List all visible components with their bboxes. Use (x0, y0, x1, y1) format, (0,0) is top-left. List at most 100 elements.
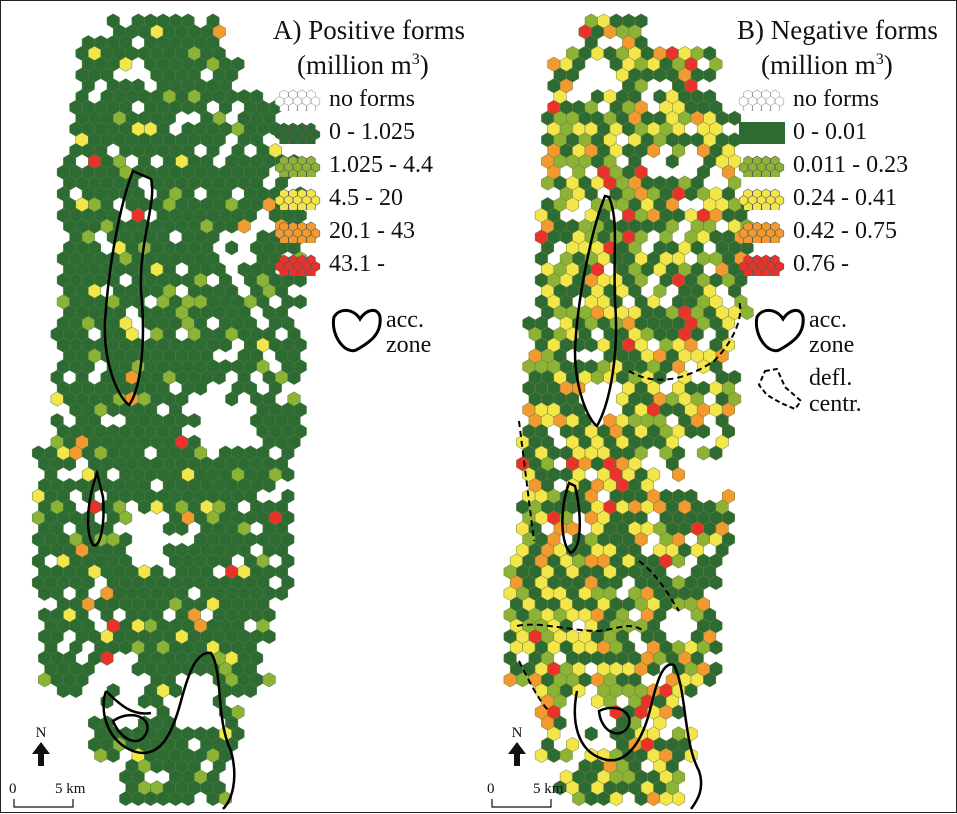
scale-bar: 0 5 km (9, 781, 99, 811)
panel-letter: A) (273, 15, 302, 45)
legend-label: 0 - 1.025 (329, 119, 415, 145)
legend-rows: no forms 0 - 1.025 1.025 - 4.4 4.5 - 20 20.1… (273, 80, 473, 280)
hex-cell-class-5 (100, 650, 114, 666)
panel-positive-forms: A) Positive forms (million m3) no forms 0… (1, 1, 479, 814)
scale-line (13, 799, 74, 808)
unit-text: (million m (297, 50, 412, 80)
acc-zone-label-2: zone (809, 332, 855, 358)
legend-item: 0.42 - 0.75 (737, 216, 897, 246)
legend-label: 0.011 - 0.23 (793, 152, 909, 178)
legend-label: 0 - 0.01 (793, 119, 867, 145)
hex-cell-class-1 (281, 467, 295, 483)
deflation-centre-outline (518, 660, 550, 712)
hex-cell-class-1 (225, 391, 239, 407)
unit-text: (million m (761, 50, 876, 80)
hex-cell-class-1 (584, 726, 598, 742)
acc-zone-outline (573, 663, 703, 810)
legend-swatch (274, 221, 321, 243)
hex-cell-class-1 (175, 521, 189, 537)
legend-swatch (274, 254, 321, 276)
legend-swatch (274, 122, 321, 144)
legend-label: 0.76 - (793, 251, 849, 277)
unit-sup: 3 (875, 51, 884, 68)
hex-cell-class-1 (293, 272, 307, 288)
legend-swatch (738, 89, 785, 111)
scale-distance: 5 km (533, 781, 564, 797)
map-positive-forms (31, 13, 307, 810)
scale-distance: 5 km (55, 781, 86, 797)
legend-swatch (738, 188, 785, 210)
north-arrow-icon (32, 742, 50, 766)
acc-zone-label-1: acc. (809, 307, 847, 333)
hex-cell-class-1 (709, 639, 723, 655)
hex-cell-class-1 (187, 413, 201, 429)
legend-label: 0.24 - 0.41 (793, 185, 897, 211)
legend-title-text: Positive forms (308, 15, 466, 45)
legend-item: 0.24 - 0.41 (737, 183, 897, 213)
hex-cell-class-2 (262, 672, 276, 688)
hex-cell-class-1 (647, 661, 661, 677)
hex-cell-class-1 (169, 683, 183, 699)
north-label: N (511, 725, 523, 741)
hex-cell-class-3 (566, 197, 580, 213)
hex-cell-class-2 (559, 747, 573, 763)
hex-cell-class-2 (696, 445, 710, 461)
legend-swatch (274, 155, 321, 177)
legend-swatch (274, 188, 321, 210)
legend-label: 1.025 - 4.4 (329, 152, 433, 178)
hex-cell-class-1 (69, 683, 83, 699)
hex-cell-class-2 (672, 553, 686, 569)
acc-zone-label-2: zone (386, 332, 432, 358)
legend-swatch (739, 122, 785, 144)
hex-cell-class-1 (709, 575, 723, 591)
legend-unit: (million m3) (737, 45, 955, 80)
hex-cell-class-1 (703, 672, 717, 688)
legend-item: no forms (273, 84, 415, 114)
scale-line (491, 799, 552, 808)
legend-positive-forms: A) Positive forms (million m3) no forms 0… (273, 15, 473, 358)
defl-label-2: centr. (809, 391, 862, 417)
hex-cell-class-1 (225, 240, 239, 256)
legend-swatch (738, 155, 785, 177)
legend-swatch (274, 89, 321, 111)
hex-cell-class-1 (194, 380, 208, 396)
hex-cell-class-4 (237, 218, 251, 234)
hex-cell-class-3 (609, 791, 623, 807)
hex-cell-class-1 (728, 110, 742, 126)
deflation-centre-outline (638, 560, 680, 612)
acc-zone-outline (573, 194, 618, 428)
hex-cell-class-1 (665, 153, 679, 169)
legend-item: 20.1 - 43 (273, 216, 415, 246)
hex-cell-class-1 (709, 445, 723, 461)
acc-zone-label-1: acc. (386, 307, 424, 333)
legend-title: A) Positive forms (273, 15, 473, 45)
hex-cell-class-1 (262, 629, 276, 645)
acc-zone-outline (561, 481, 582, 555)
acc-zone-outline (111, 713, 149, 743)
acc-zone-outline (103, 169, 154, 407)
hex-cell-class-1 (684, 683, 698, 699)
legend-item: 43.1 - (273, 249, 385, 279)
north-arrow-icon (508, 742, 526, 766)
hex-cell-class-1 (293, 294, 307, 310)
hex-cell-class-1 (243, 683, 257, 699)
hex-cell-class-1 (696, 423, 710, 439)
legend-item: 4.5 - 20 (273, 183, 403, 213)
acc-zone-outline (102, 651, 236, 810)
hex-cell-class-1 (262, 477, 276, 493)
legend-item: 0 - 1.025 (273, 117, 415, 147)
hex-cell-class-1 (63, 456, 77, 472)
acc-zone-outline (597, 706, 631, 735)
legend-label: 20.1 - 43 (329, 218, 415, 244)
panel-letter: B) (737, 15, 764, 45)
unit-sup: 3 (411, 51, 420, 68)
legend-unit: (million m3) (273, 45, 473, 80)
hex-cell-class-1 (275, 585, 289, 601)
unit-close: ) (883, 50, 893, 80)
hex-cell-class-3 (119, 56, 133, 72)
scale-bar: 0 5 km (487, 781, 577, 811)
hex-cell-class-1 (212, 369, 226, 385)
legend-label: 43.1 - (329, 251, 385, 277)
legend-item: 1.025 - 4.4 (273, 150, 433, 180)
